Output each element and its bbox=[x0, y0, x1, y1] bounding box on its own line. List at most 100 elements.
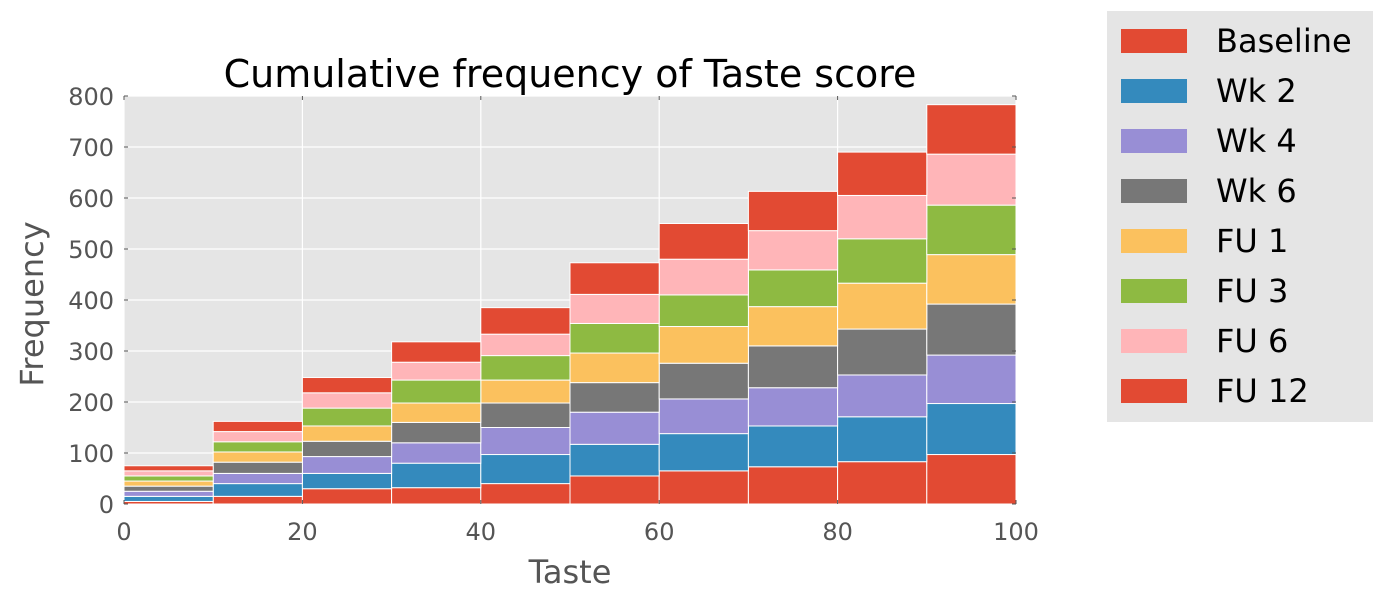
x-tick-label: 80 bbox=[822, 518, 853, 546]
bar-baseline-bin-5 bbox=[569, 475, 660, 505]
bar-fu-12-bin-5 bbox=[569, 262, 660, 295]
x-tick-label: 100 bbox=[993, 518, 1039, 546]
bar-fu-12-bin-8 bbox=[837, 151, 928, 196]
bar-baseline-bin-3 bbox=[391, 487, 482, 505]
bar-fu-3-bin-9 bbox=[926, 204, 1017, 256]
bar-fu-12-bin-7 bbox=[747, 190, 839, 232]
bar-wk-2-bin-5 bbox=[569, 443, 660, 477]
legend-label: FU 12 bbox=[1216, 372, 1309, 410]
y-tick-label: 0 bbox=[99, 491, 114, 519]
bar-wk-2-bin-2 bbox=[301, 472, 393, 490]
bar-baseline-bin-7 bbox=[747, 466, 839, 505]
bar-wk-4-bin-2 bbox=[301, 456, 393, 474]
x-axis-label: Taste bbox=[528, 553, 612, 591]
bar-fu-1-bin-0 bbox=[123, 480, 214, 487]
bar-fu-6-bin-6 bbox=[658, 258, 749, 296]
bar-fu-1-bin-6 bbox=[658, 326, 749, 364]
bar-baseline-bin-9 bbox=[926, 454, 1017, 505]
y-tick-label: 600 bbox=[68, 185, 114, 213]
y-tick-label: 200 bbox=[68, 389, 114, 417]
x-tick-label: 0 bbox=[116, 518, 131, 546]
bar-fu-12-bin-9 bbox=[926, 104, 1017, 155]
bar-fu-6-bin-3 bbox=[391, 361, 482, 381]
bar-fu-6-bin-2 bbox=[301, 392, 393, 409]
bar-wk-6-bin-3 bbox=[391, 421, 482, 444]
bar-wk-4-bin-1 bbox=[212, 472, 303, 485]
bar-fu-12-bin-6 bbox=[658, 223, 749, 260]
legend-swatch bbox=[1121, 179, 1187, 203]
legend-label: Wk 4 bbox=[1216, 122, 1297, 160]
y-tick-label: 500 bbox=[68, 236, 114, 264]
bar-baseline-bin-4 bbox=[480, 483, 571, 505]
bar-fu-3-bin-5 bbox=[569, 322, 660, 354]
bar-wk-6-bin-6 bbox=[658, 362, 749, 400]
bar-fu-3-bin-6 bbox=[658, 294, 749, 328]
bar-fu-6-bin-5 bbox=[569, 293, 660, 324]
bar-fu-12-bin-1 bbox=[212, 420, 303, 433]
bar-wk-4-bin-8 bbox=[837, 374, 928, 418]
bar-fu-3-bin-1 bbox=[212, 441, 303, 453]
bar-fu-3-bin-8 bbox=[837, 238, 928, 284]
bar-fu-6-bin-4 bbox=[480, 333, 571, 357]
bar-baseline-bin-6 bbox=[658, 470, 749, 505]
bar-fu-3-bin-4 bbox=[480, 355, 571, 381]
y-tick-label: 400 bbox=[68, 287, 114, 315]
y-tick-label: 100 bbox=[68, 440, 114, 468]
bar-wk-4-bin-0 bbox=[123, 490, 214, 497]
bar-wk-6-bin-4 bbox=[480, 402, 571, 428]
bar-fu-3-bin-3 bbox=[391, 379, 482, 404]
bar-wk-6-bin-9 bbox=[926, 303, 1017, 356]
bar-fu-1-bin-5 bbox=[569, 352, 660, 384]
legend-label: Wk 2 bbox=[1216, 72, 1297, 110]
legend-swatch bbox=[1121, 379, 1187, 403]
bar-wk-4-bin-9 bbox=[926, 354, 1017, 405]
bar-baseline-bin-8 bbox=[837, 461, 928, 505]
bar-fu-1-bin-4 bbox=[480, 379, 571, 404]
legend: Baseline Wk 2 Wk 4 Wk 6 FU 1 FU 3 FU 6 FU 12 bbox=[1107, 11, 1373, 422]
bar-wk-2-bin-7 bbox=[747, 425, 839, 468]
bar-fu-1-bin-8 bbox=[837, 282, 928, 330]
bar-wk-2-bin-3 bbox=[391, 462, 482, 489]
legend-swatch bbox=[1121, 329, 1187, 353]
bar-fu-6-bin-1 bbox=[212, 431, 303, 443]
chart-title: Cumulative frequency of Taste score bbox=[224, 52, 917, 96]
bar-wk-4-bin-7 bbox=[747, 387, 839, 427]
bar-baseline-bin-2 bbox=[301, 488, 393, 505]
x-tick-label: 20 bbox=[287, 518, 318, 546]
bar-wk-4-bin-5 bbox=[569, 411, 660, 445]
bar-wk-6-bin-7 bbox=[747, 345, 839, 389]
bar-wk-6-bin-2 bbox=[301, 440, 393, 458]
bar-wk-2-bin-1 bbox=[212, 483, 303, 497]
legend-swatch bbox=[1121, 79, 1187, 103]
bar-fu-1-bin-3 bbox=[391, 402, 482, 423]
bar-wk-6-bin-8 bbox=[837, 328, 928, 376]
bar-wk-6-bin-1 bbox=[212, 461, 303, 474]
bar-wk-2-bin-8 bbox=[837, 416, 928, 463]
bar-wk-6-bin-5 bbox=[569, 382, 660, 413]
bar-fu-1-bin-2 bbox=[301, 425, 393, 442]
bar-wk-4-bin-6 bbox=[658, 398, 749, 435]
bar-wk-2-bin-0 bbox=[123, 495, 214, 502]
bar-fu-1-bin-7 bbox=[747, 306, 839, 347]
legend-swatch bbox=[1121, 229, 1187, 253]
bar-wk-6-bin-0 bbox=[123, 485, 214, 492]
y-tick-label: 800 bbox=[68, 83, 114, 111]
bar-fu-6-bin-7 bbox=[747, 230, 839, 271]
plot-area: 0 20 40 60 80 100 0 100 200 300 400 500 600 700 800 bbox=[68, 83, 1039, 546]
bar-fu-12-bin-0 bbox=[123, 465, 214, 472]
bar-fu-3-bin-0 bbox=[123, 475, 214, 482]
legend-swatch bbox=[1121, 29, 1187, 53]
bar-fu-1-bin-1 bbox=[212, 451, 303, 463]
bar-wk-4-bin-3 bbox=[391, 442, 482, 464]
bar-wk-2-bin-9 bbox=[926, 403, 1017, 456]
bar-fu-1-bin-9 bbox=[926, 254, 1017, 305]
legend-label: Baseline bbox=[1216, 22, 1352, 60]
y-tick-label: 700 bbox=[68, 134, 114, 162]
x-tick-label: 40 bbox=[466, 518, 497, 546]
bar-wk-2-bin-6 bbox=[658, 433, 749, 472]
bar-baseline-bin-1 bbox=[212, 495, 303, 505]
bar-fu-3-bin-7 bbox=[747, 269, 839, 308]
bar-fu-12-bin-3 bbox=[391, 341, 482, 363]
